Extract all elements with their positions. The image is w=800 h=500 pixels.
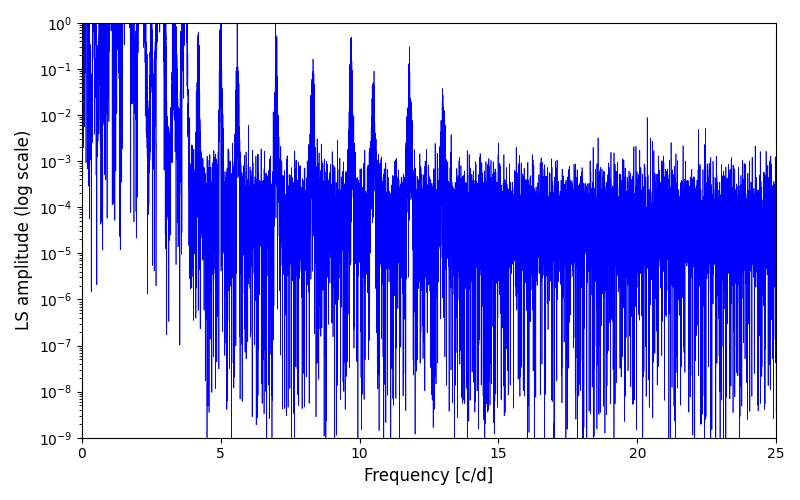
- Y-axis label: LS amplitude (log scale): LS amplitude (log scale): [15, 130, 33, 330]
- X-axis label: Frequency [c/d]: Frequency [c/d]: [364, 467, 494, 485]
